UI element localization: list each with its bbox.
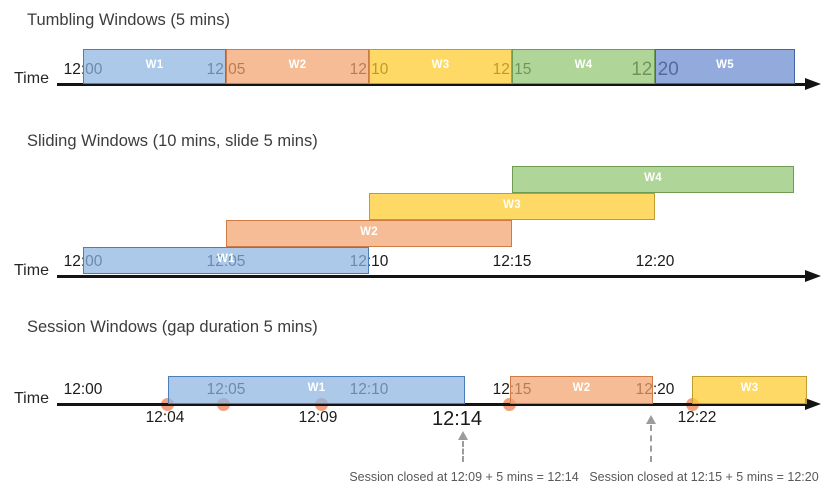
session-closed-annotation: Session closed at 12:09 + 5 mins = 12:14 [349, 470, 579, 484]
tumbling-window-w5: W5 [655, 49, 795, 84]
time-axis-line [57, 275, 809, 278]
session-window-w1: W1 [168, 376, 465, 404]
event-time-label: 12:14 [431, 408, 483, 430]
session-closed-annotation: Session closed at 12:15 + 5 mins = 12:20 [589, 470, 819, 484]
event-time-label: 12:04 [145, 409, 185, 426]
window-label: W5 [716, 58, 734, 71]
window-label: W2 [288, 58, 307, 71]
window-label: W3 [431, 58, 450, 71]
sliding-window-w1: W1 [83, 247, 369, 274]
sliding-window-w4: W4 [512, 166, 794, 193]
time-axis-label: Time [14, 70, 49, 87]
window-label: W3 [503, 198, 521, 211]
arrow-up-icon [646, 415, 656, 424]
session-close-arrow-line [650, 425, 652, 462]
sliding-window-w2: W2 [226, 220, 512, 247]
session-title: Session Windows (gap duration 5 mins) [27, 318, 318, 336]
session-window-w3: W3 [692, 376, 807, 404]
window-label: W4 [574, 58, 593, 71]
axis-arrowhead-icon [805, 270, 821, 282]
time-axis-label: Time [14, 390, 49, 407]
tick-label: 12:20 [635, 253, 675, 270]
tumbling-window-w1: W1 [83, 49, 226, 84]
axis-arrowhead-icon [805, 78, 821, 90]
window-label: W2 [360, 225, 378, 238]
window-label: W1 [307, 382, 326, 394]
tumbling-window-w2: W2 [226, 49, 369, 84]
tumbling-window-w3: W3 [369, 49, 512, 84]
window-label: W2 [572, 382, 591, 394]
tumbling-title: Tumbling Windows (5 mins) [27, 11, 230, 29]
window-label: W1 [145, 58, 164, 71]
window-label: W1 [217, 252, 235, 265]
sliding-title: Sliding Windows (10 mins, slide 5 mins) [27, 132, 318, 150]
time-axis-line [57, 403, 809, 406]
tumbling-window-w4: W4 [512, 49, 655, 84]
axis-arrowhead-icon [805, 398, 821, 410]
session-close-arrow-line [462, 441, 464, 462]
tick-label: 12:15 [492, 253, 532, 270]
window-label: W4 [644, 171, 662, 184]
sliding-window-w3: W3 [369, 193, 655, 220]
event-time-label: 12:09 [298, 409, 338, 426]
time-axis-line [57, 83, 809, 86]
arrow-up-icon [458, 431, 468, 440]
tick-label: 12:00 [63, 381, 103, 398]
event-time-label: 12:22 [677, 409, 717, 426]
time-axis-label: Time [14, 262, 49, 279]
window-label: W3 [740, 382, 759, 394]
session-window-w2: W2 [510, 376, 653, 404]
